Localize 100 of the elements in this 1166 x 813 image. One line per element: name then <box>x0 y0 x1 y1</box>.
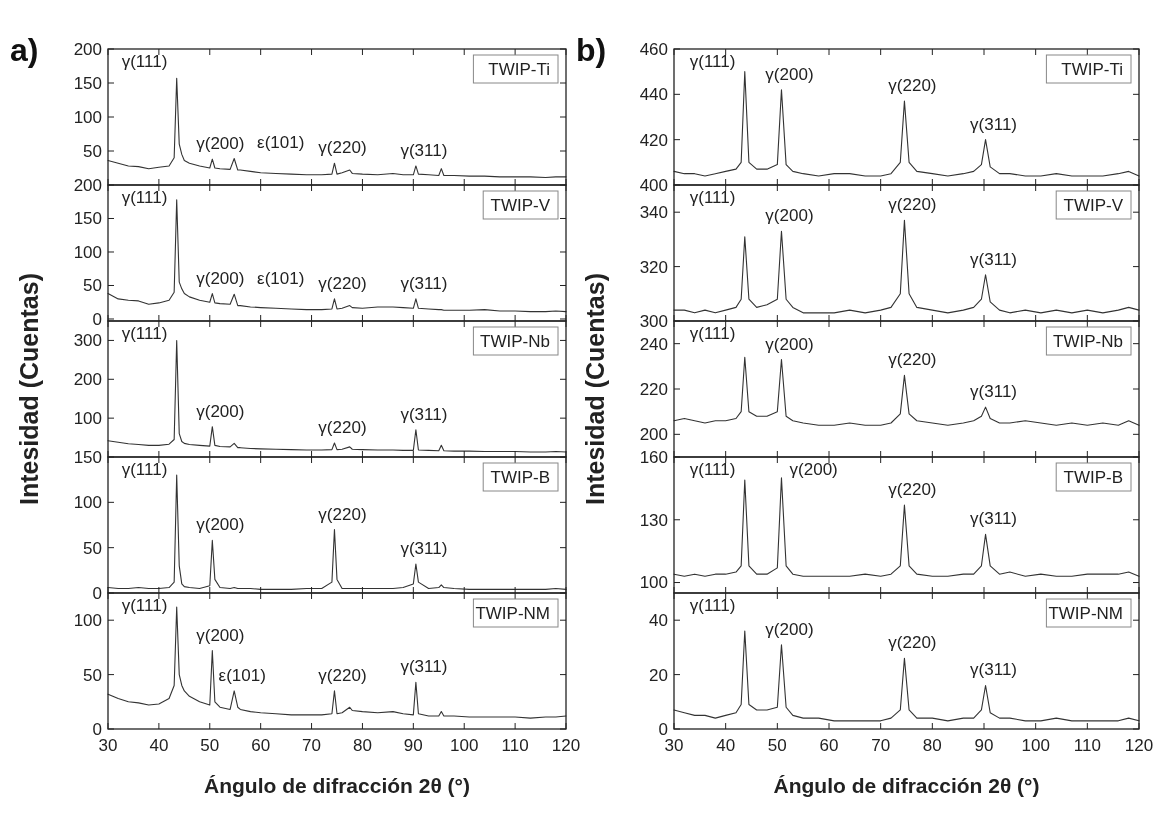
y-tick-label: 440 <box>639 85 668 105</box>
annotation: γ(200) <box>765 206 814 226</box>
y-axis-title: Intesidad (Cuentas) <box>581 273 609 505</box>
annotation: γ(200) <box>765 334 814 354</box>
y-tick-label: 460 <box>639 39 668 59</box>
y-tick-label: 150 <box>73 447 102 467</box>
annotation: γ(311) <box>400 657 448 677</box>
y-tick-label: 50 <box>83 276 102 296</box>
annotation: γ(220) <box>888 633 937 653</box>
x-tick-label: 60 <box>819 736 839 755</box>
annotation: γ(200) <box>765 64 814 84</box>
text: TWIP-Nb <box>1053 332 1123 351</box>
y-tick-label: 300 <box>73 331 102 351</box>
text: b) <box>576 32 607 68</box>
line-series <box>107 77 567 179</box>
y-tick-label: 100 <box>73 493 102 513</box>
annotation: γ(220) <box>888 195 937 215</box>
text: TWIP-NM <box>475 604 550 623</box>
annotation: ε(101) <box>218 665 266 685</box>
annotation: γ(311) <box>970 114 1018 134</box>
y-tick-label: 400 <box>639 175 668 195</box>
y-tick-label: 0 <box>92 719 102 739</box>
y-tick-label: 100 <box>73 611 102 631</box>
text: TWIP-Ti <box>488 60 550 79</box>
x-tick-label: 80 <box>352 736 372 755</box>
x-tick-label: 40 <box>149 736 169 755</box>
annotation: γ(111) <box>689 188 736 207</box>
x-axis-title: Ángulo de difracción 2θ (°) <box>204 774 470 797</box>
annotation: γ(220) <box>888 76 937 96</box>
y-tick-label: 100 <box>73 107 102 127</box>
x-axis-title: Ángulo de difracción 2θ (°) <box>773 774 1040 797</box>
x-tick-label: 30 <box>664 736 684 755</box>
x-tick-label: 90 <box>974 736 994 755</box>
y-tick-label: 150 <box>73 73 102 93</box>
x-tick-label: 120 <box>551 736 581 755</box>
x-tick-label: 40 <box>716 736 736 755</box>
annotation: γ(220) <box>318 665 367 685</box>
y-tick-label: 100 <box>73 409 102 429</box>
y-tick-label: 0 <box>92 583 102 603</box>
annotation: γ(220) <box>318 273 367 293</box>
annotation: γ(220) <box>318 138 367 158</box>
y-tick-label: 200 <box>73 39 102 59</box>
x-tick-label: 50 <box>200 736 220 755</box>
annotation: γ(200) <box>196 515 245 535</box>
x-tick-label: 60 <box>251 736 271 755</box>
x-tick-label: 30 <box>98 736 118 755</box>
annotation: γ(200) <box>196 268 245 288</box>
y-tick-label: 340 <box>639 203 668 223</box>
annotation: γ(311) <box>400 140 448 160</box>
y-tick-label: 130 <box>639 510 668 530</box>
y-tick-label: 150 <box>73 209 102 229</box>
text: a) <box>10 32 39 68</box>
annotation: γ(111) <box>121 52 168 71</box>
y-tick-label: 100 <box>73 242 102 262</box>
annotation: γ(111) <box>121 188 168 207</box>
y-tick-label: 50 <box>83 665 102 685</box>
y-tick-label: 20 <box>649 665 668 685</box>
annotation: γ(311) <box>970 249 1018 269</box>
annotation: γ(111) <box>121 460 168 479</box>
annotation: γ(220) <box>888 480 937 500</box>
x-tick-label: 100 <box>450 736 479 755</box>
x-tick-label: 120 <box>1124 736 1154 755</box>
y-tick-label: 0 <box>92 309 102 329</box>
y-tick-label: 50 <box>83 141 102 161</box>
annotation: γ(111) <box>689 52 736 71</box>
y-tick-label: 220 <box>639 379 668 399</box>
annotation: ε(101) <box>257 269 305 289</box>
annotation: γ(311) <box>970 660 1018 680</box>
annotation: γ(200) <box>196 625 245 645</box>
annotation: γ(111) <box>689 596 736 615</box>
y-tick-label: 200 <box>73 175 102 195</box>
annotation: γ(200) <box>196 134 245 154</box>
annotation: γ(220) <box>318 504 367 524</box>
x-tick-label: 80 <box>922 736 942 755</box>
annotation: γ(311) <box>400 538 448 558</box>
x-tick-label: 110 <box>501 736 529 755</box>
text: TWIP-B <box>490 468 550 487</box>
annotation: γ(220) <box>318 418 367 438</box>
annotation: γ(111) <box>689 460 736 479</box>
y-tick-label: 300 <box>639 311 668 331</box>
y-tick-label: 0 <box>658 719 668 739</box>
y-tick-label: 100 <box>639 573 668 593</box>
y-tick-label: 200 <box>73 370 102 390</box>
y-tick-label: 200 <box>639 425 668 445</box>
annotation: γ(200) <box>765 619 814 639</box>
text: TWIP-B <box>1063 468 1123 487</box>
annotation: γ(200) <box>196 401 245 421</box>
y-tick-label: 50 <box>83 538 102 558</box>
x-tick-label: 70 <box>302 736 322 755</box>
x-tick-label: 50 <box>767 736 787 755</box>
annotation: γ(311) <box>970 382 1018 402</box>
annotation: γ(111) <box>689 324 736 343</box>
text: TWIP-Ti <box>1061 60 1123 79</box>
text: TWIP-Nb <box>480 332 550 351</box>
x-tick-label: 70 <box>871 736 891 755</box>
text: TWIP-V <box>490 196 551 215</box>
x-tick-label: 90 <box>403 736 423 755</box>
annotation: ε(101) <box>257 133 305 153</box>
y-tick-label: 160 <box>639 447 668 467</box>
annotation: γ(311) <box>970 509 1018 529</box>
